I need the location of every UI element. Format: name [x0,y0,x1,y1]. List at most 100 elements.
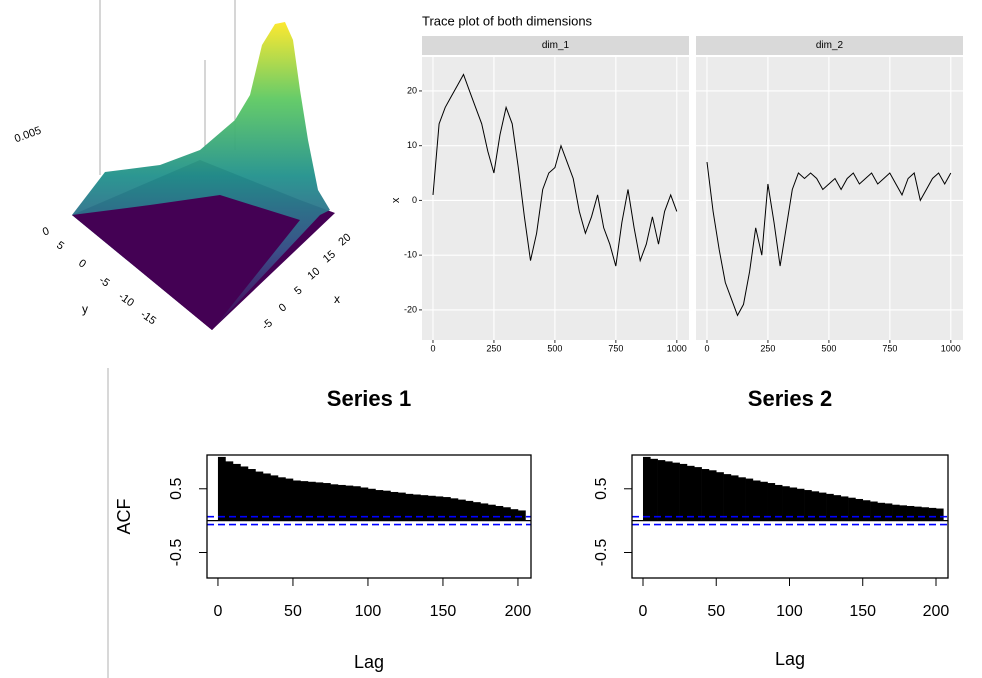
x-tick-label: 250 [486,343,501,353]
x-axis-label: Lag [354,652,384,672]
acf-bar [307,481,316,521]
acf-bar [247,469,256,521]
acf-bar [270,475,279,521]
acf-bar [796,488,805,521]
x-tick-label: 50 [284,603,302,620]
y-tick-label: -10 [116,290,136,309]
acf-bar [899,505,907,521]
facet-label: dim_1 [542,40,570,51]
chart-title: Series 1 [327,386,411,411]
acf-bar [405,493,414,521]
acf-bar [840,496,849,521]
acf-bar [701,469,710,521]
y-tick-label: -20 [404,304,417,314]
y-tick-label: 20 [407,85,417,95]
acf-bar [352,486,361,521]
acf-bar [345,485,354,521]
acf-bar [657,460,666,521]
x-tick-label: 0 [277,301,289,314]
acf-bar [848,497,856,521]
y-tick-label: -0.5 [168,539,185,567]
acf-bar [870,501,878,521]
y-tick-label: 0 [412,195,417,205]
acf-bar [833,495,842,521]
acf-bar [862,500,871,521]
acf-bar [300,481,309,521]
acf-bar [232,463,241,521]
x-tick-label: 500 [547,343,562,353]
acf-bar [716,472,724,521]
plot-frame [631,454,949,579]
x-axis-label: x [334,292,340,306]
panel-background [696,57,963,340]
x-tick-label: 150 [849,603,876,620]
acf-bar [760,481,768,521]
acf-bar [480,503,489,521]
acf-bar [262,473,271,521]
y-axis-label: ACF [114,498,134,534]
acf-bar [921,507,929,521]
chart-title: Series 2 [748,386,832,411]
x-tick-label: 750 [882,343,897,353]
acf-bar [337,484,346,521]
acf-bar [427,495,436,521]
z-tick-label: 0 [41,225,51,238]
x-tick-label: 500 [821,343,836,353]
y-tick-label: -15 [138,308,158,327]
acf-bar [642,456,651,521]
acf-bar [420,495,429,521]
acf-bar [502,507,511,521]
x-tick-label: 200 [505,603,532,620]
y-tick-label: 10 [407,140,417,150]
x-tick-label: 250 [760,343,775,353]
x-tick-label: 0 [213,603,222,620]
acf-bar [855,498,864,521]
acf-bar [686,465,695,521]
acf-bar [694,467,702,521]
surface-floor-front [72,195,300,330]
acf-bar [804,490,812,521]
x-tick-label: 0 [704,343,709,353]
acf-bar [708,470,717,521]
acf-bar [240,466,249,521]
acf-bar [877,502,886,521]
facet-label: dim_2 [816,40,844,51]
acf-bar [450,498,459,521]
x-tick-label: 750 [608,343,623,353]
acf-bar [664,461,673,521]
x-tick-label: 50 [707,603,725,620]
acf-bar [367,488,376,521]
y-tick-label: -0.5 [593,539,610,567]
acf-bar [292,480,301,521]
y-axis-label: y [82,302,88,316]
acf-bar [774,484,783,521]
y-tick-label: 0.5 [593,478,610,500]
acf-bar [360,487,369,521]
acf-bar [730,475,739,521]
acf-bar [465,500,474,521]
acf-bar [723,474,732,521]
acf-bar [382,490,391,521]
acf-bar [884,503,893,521]
acf-bar [892,504,900,521]
acf-bar [935,508,944,521]
acf-bar [811,491,820,521]
acf-bar [442,497,451,521]
acf-bar [495,505,504,521]
x-tick-label: 0 [430,343,435,353]
acf-bar [738,477,746,521]
acf-bar [487,504,496,521]
acf-bar [767,483,776,521]
acf-bar [906,505,915,521]
x-tick-label: 5 [292,284,304,297]
acf-bar [672,462,680,521]
acf-bar [217,456,226,521]
facet-strip [696,36,963,55]
y-tick-label: -5 [97,274,112,289]
acf-bar [745,478,754,521]
acf-bar [390,491,399,521]
acf-bar [225,461,234,521]
acf-bar [517,510,526,521]
acf-bar [789,487,798,521]
